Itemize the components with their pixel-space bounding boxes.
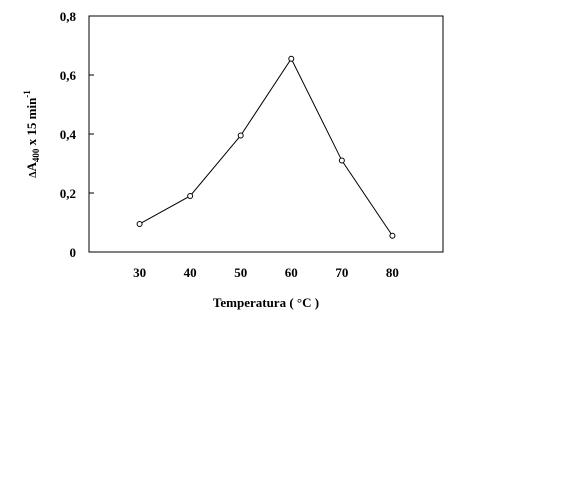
y-tick-label: 0 (70, 245, 77, 260)
x-tick-label: 80 (386, 265, 399, 280)
data-point (237, 132, 244, 139)
x-tick-label: 60 (285, 265, 298, 280)
y-tick-label: 0,4 (60, 127, 77, 142)
y-axis-title-sub: 400 (31, 148, 41, 162)
y-axis-title-a: A (24, 162, 39, 172)
series-markers (136, 55, 396, 239)
data-point (338, 157, 345, 164)
x-axis-title: Temperatura ( °C ) (213, 295, 319, 310)
x-tick-label: 50 (234, 265, 247, 280)
x-tick-label: 70 (335, 265, 348, 280)
series-line (139, 57, 393, 237)
data-point (389, 232, 396, 239)
data-point (187, 192, 194, 199)
y-tick-label: 0,8 (60, 9, 77, 24)
plot-frame (88, 15, 444, 253)
x-tick-label: 40 (184, 265, 197, 280)
y-tick-label: 0,6 (60, 68, 77, 83)
y-axis-title-sup: -1 (22, 90, 32, 98)
y-axis-title-rest: x 15 min (24, 97, 39, 149)
y-axis-title-delta: Δ (28, 171, 39, 178)
x-axis-ticks: 30 40 50 60 70 80 (133, 265, 399, 280)
x-tick-label: 30 (133, 265, 146, 280)
y-axis-title: ΔA400 x 15 min-1 (22, 90, 41, 178)
data-point (136, 220, 143, 227)
data-point (288, 55, 295, 62)
y-tick-label: 0,2 (60, 186, 76, 201)
svg-text:ΔA400 x 15 min-1: ΔA400 x 15 min-1 (22, 90, 41, 178)
y-axis-ticks: 0 0,2 0,4 0,6 0,8 (60, 9, 94, 260)
